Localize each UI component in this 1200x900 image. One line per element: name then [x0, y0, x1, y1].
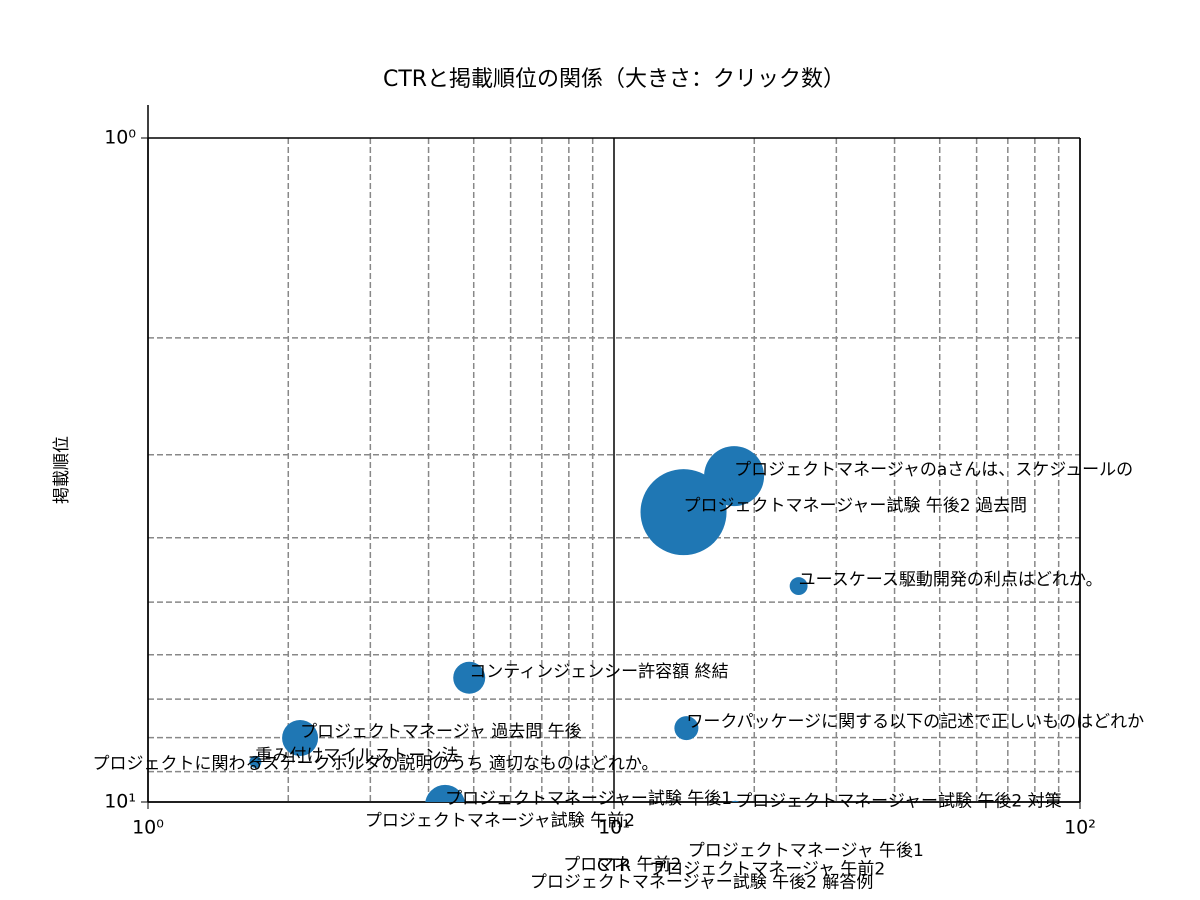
- chart-title: CTRと掲載順位の関係（大きさ：クリック数）: [383, 67, 845, 92]
- point-label: プロジェクトマネージャー試験 午後2 過去問: [684, 496, 1027, 516]
- point-label: プロジェクトに関わるステークホルダの説明のうち 適切なものはどれか。: [92, 754, 658, 774]
- y-tick-label: 10⁰: [104, 127, 136, 149]
- bubble: [249, 755, 262, 768]
- y-tick-label: 10¹: [104, 791, 136, 813]
- x-tick-label: 10²: [1064, 817, 1096, 839]
- bubble: [453, 661, 486, 694]
- point-label: プロジェクトマネージャ試験 午前2: [365, 811, 635, 831]
- bubble: [282, 720, 319, 757]
- point-label: プロジェクトマネージャー試験 午後2 解答例: [530, 873, 873, 893]
- x-axis-label: CTR: [597, 856, 631, 876]
- plot-area: [249, 446, 808, 802]
- bubble: [789, 577, 808, 596]
- point-label: 重み付けマイルストーン法: [255, 746, 458, 766]
- point-label: プロジェクトマネージャ 午前2: [649, 859, 885, 879]
- point-label: プロジェクトマネージャー試験 午後1: [445, 789, 732, 809]
- point-label: プロマネ 午前2: [563, 855, 681, 875]
- point-label: ワークパッケージに関する以下の記述で正しいものはどれか: [686, 712, 1144, 732]
- bubble: [731, 800, 740, 802]
- bubble: [640, 469, 727, 556]
- y-axis-label: 掲載順位: [52, 436, 72, 504]
- point-label: プロジェクトマネージャ 午後1: [688, 841, 924, 861]
- point-label: プロジェクトマネージャー試験 午後2 対策: [735, 792, 1061, 812]
- point-label: ユースケース駆動開発の利点はどれか。: [799, 570, 1103, 590]
- point-label: コンティンジェンシー許容額 終結: [469, 662, 728, 682]
- x-tick-label: 10⁰: [132, 817, 164, 839]
- bubble: [674, 716, 699, 741]
- point-label: プロジェクトマネージャのaさんは、スケジュールの: [734, 460, 1133, 480]
- bubble: [425, 784, 465, 802]
- grid: 10⁰ 10¹ 10² 10⁰ 10¹: [104, 105, 1096, 839]
- point-label: プロジェクトマネージャ 過去問 午後: [300, 722, 582, 742]
- x-tick-label: 10¹: [598, 817, 630, 839]
